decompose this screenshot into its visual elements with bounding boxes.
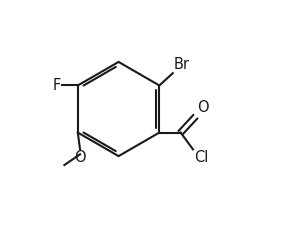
- Text: O: O: [197, 100, 209, 115]
- Text: O: O: [74, 151, 86, 165]
- Text: Cl: Cl: [194, 151, 208, 165]
- Text: Br: Br: [174, 57, 190, 72]
- Text: F: F: [53, 78, 61, 93]
